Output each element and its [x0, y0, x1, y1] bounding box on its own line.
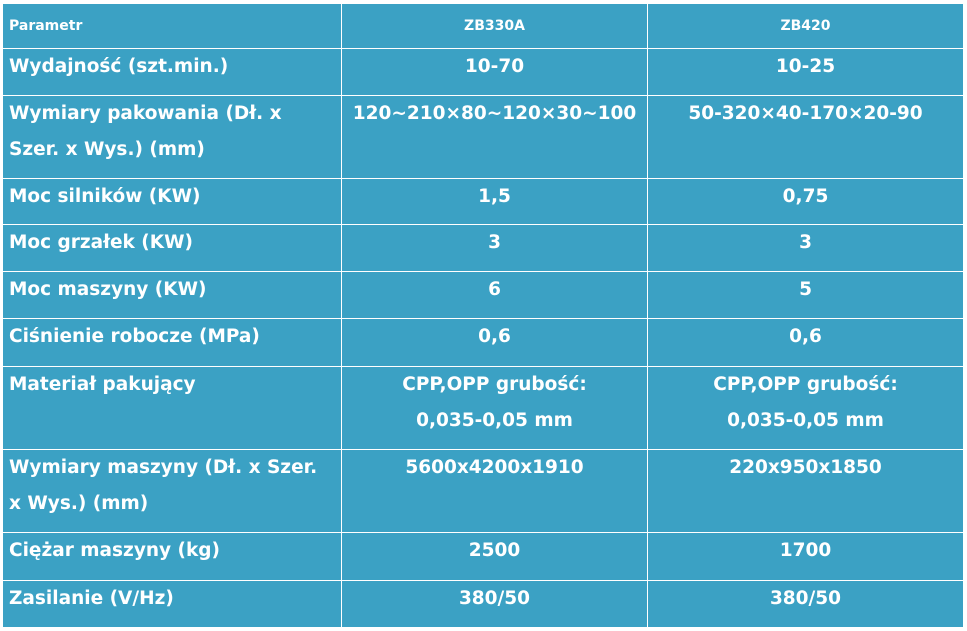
- value-model-a: CPP,OPP grubość: 0,035-0,05 mm: [341, 365, 648, 451]
- value-model-b: 10-25: [647, 48, 964, 97]
- header-model-b: ZB420: [647, 2, 964, 50]
- value-model-a: 0,6: [341, 318, 648, 367]
- row-label: Materiał pakujący: [2, 365, 342, 451]
- row-label: Ciśnienie robocze (MPa): [2, 318, 342, 367]
- row-label: Wydajność (szt.min.): [2, 48, 342, 97]
- header-parameter: Parametr: [2, 2, 342, 50]
- table-row: Moc grzałek (KW) 3 3: [2, 224, 964, 273]
- value-model-a: 1,5: [341, 177, 648, 226]
- row-label: Moc maszyny (KW): [2, 271, 342, 320]
- value-model-a: 6: [341, 271, 648, 320]
- table-row: Zasilanie (V/Hz) 380/50 380/50: [2, 579, 964, 629]
- value-model-b: 0,75: [647, 177, 964, 226]
- row-label: Wymiary maszyny (Dł. x Szer. x Wys.) (mm…: [2, 449, 342, 534]
- table-row: Ciężar maszyny (kg) 2500 1700: [2, 532, 964, 581]
- table-row: Moc maszyny (KW) 6 5: [2, 271, 964, 320]
- table-row: Materiał pakujący CPP,OPP grubość: 0,035…: [2, 365, 964, 451]
- value-model-b: 5: [647, 271, 964, 320]
- value-model-a: 3: [341, 224, 648, 273]
- value-model-b: 220x950x1850: [647, 449, 964, 534]
- value-model-b: 380/50: [647, 579, 964, 629]
- value-model-b: 50-320×40-170×20-90: [647, 95, 964, 179]
- row-label: Zasilanie (V/Hz): [2, 579, 342, 629]
- table-row: Wymiary maszyny (Dł. x Szer. x Wys.) (mm…: [2, 449, 964, 534]
- value-model-b: 1700: [647, 532, 964, 581]
- value-model-b: 3: [647, 224, 964, 273]
- table-header-row: Parametr ZB330A ZB420: [2, 2, 964, 50]
- table-row: Moc silników (KW) 1,5 0,75: [2, 177, 964, 226]
- table-row: Wymiary pakowania (Dł. x Szer. x Wys.) (…: [2, 95, 964, 179]
- value-model-b: 0,6: [647, 318, 964, 367]
- value-model-a: 380/50: [341, 579, 648, 629]
- value-model-a: 120~210×80~120×30~100: [341, 95, 648, 179]
- table-row: Ciśnienie robocze (MPa) 0,6 0,6: [2, 318, 964, 367]
- value-model-a: 5600x4200x1910: [341, 449, 648, 534]
- table-row: Wydajność (szt.min.) 10-70 10-25: [2, 48, 964, 97]
- value-model-a: 2500: [341, 532, 648, 581]
- value-model-b: CPP,OPP grubość: 0,035-0,05 mm: [647, 365, 964, 451]
- header-model-a: ZB330A: [341, 2, 648, 50]
- row-label: Ciężar maszyny (kg): [2, 532, 342, 581]
- row-label: Wymiary pakowania (Dł. x Szer. x Wys.) (…: [2, 95, 342, 179]
- row-label: Moc grzałek (KW): [2, 224, 342, 273]
- row-label: Moc silników (KW): [2, 177, 342, 226]
- value-model-a: 10-70: [341, 48, 648, 97]
